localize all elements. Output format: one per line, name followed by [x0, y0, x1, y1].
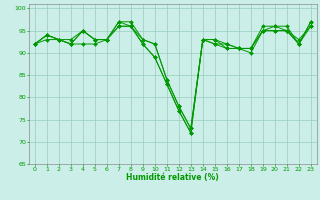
X-axis label: Humidité relative (%): Humidité relative (%)	[126, 173, 219, 182]
